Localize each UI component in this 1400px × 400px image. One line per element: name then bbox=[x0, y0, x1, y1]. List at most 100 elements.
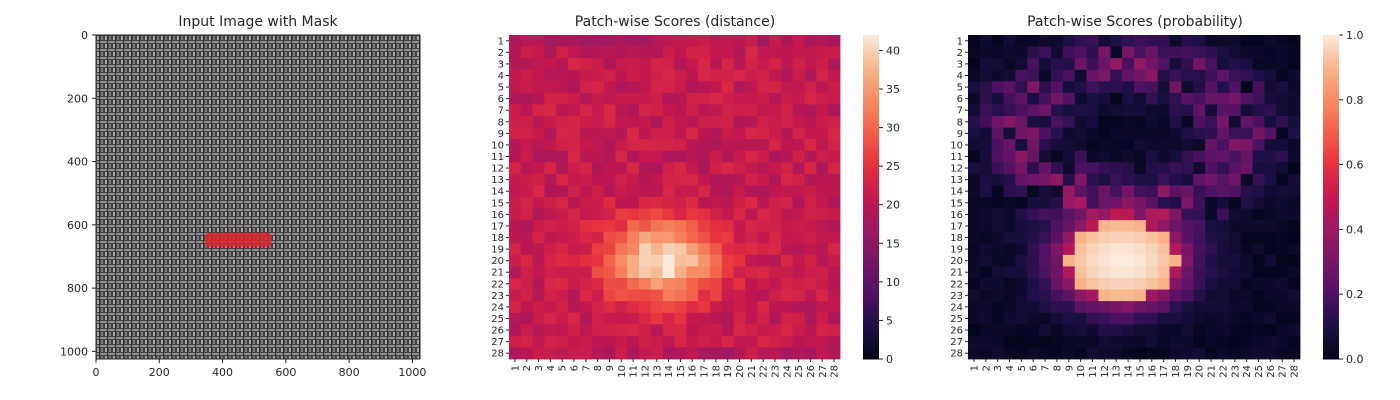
heatmap-cell bbox=[532, 278, 545, 290]
colorbar-segment bbox=[1323, 336, 1339, 341]
heatmap-cell bbox=[603, 220, 616, 233]
heatmap-cell bbox=[627, 173, 640, 186]
heatmap-cell bbox=[780, 254, 794, 267]
heatmap-cell bbox=[1003, 92, 1016, 105]
heatmap-cell bbox=[544, 278, 557, 290]
col-tick-label: 24 bbox=[782, 365, 793, 378]
heatmap-cell bbox=[816, 278, 829, 290]
heatmap-cell bbox=[591, 278, 604, 290]
heatmap-cell bbox=[1051, 116, 1064, 128]
heatmap-cell bbox=[698, 231, 711, 244]
heatmap-cell bbox=[1193, 220, 1206, 233]
heatmap-cell bbox=[1086, 278, 1099, 290]
heatmap-cell bbox=[520, 231, 534, 244]
heatmap-cell bbox=[650, 35, 664, 47]
heatmap-cell bbox=[1145, 347, 1159, 360]
heatmap-cell bbox=[1134, 81, 1147, 94]
heatmap-cell bbox=[733, 278, 746, 290]
heatmap-cell bbox=[650, 81, 664, 94]
heatmap-cell bbox=[792, 231, 805, 244]
row-tick-label: 21 bbox=[950, 268, 963, 279]
colorbar-segment bbox=[863, 67, 879, 72]
heatmap-cell bbox=[591, 185, 604, 198]
heatmap-cell bbox=[509, 289, 522, 302]
colorbar-segment bbox=[863, 339, 879, 344]
heatmap-cell bbox=[1228, 266, 1242, 279]
heatmap-cell bbox=[579, 69, 593, 82]
heatmap-cell bbox=[579, 266, 593, 279]
row-tick-label: 3 bbox=[957, 59, 963, 70]
colorbar-segment bbox=[1323, 154, 1339, 159]
heatmap-cell bbox=[816, 254, 829, 267]
heatmap-cell bbox=[1098, 347, 1111, 360]
heatmap-cell bbox=[1062, 58, 1076, 71]
colorbar-segment bbox=[1323, 96, 1339, 101]
heatmap-cell bbox=[556, 185, 569, 198]
colorbar-segment bbox=[1323, 135, 1339, 140]
heatmap-cell bbox=[709, 231, 723, 244]
heatmap-cell bbox=[674, 266, 687, 279]
colorbar-segment bbox=[1323, 245, 1339, 250]
heatmap-cell bbox=[532, 243, 545, 256]
heatmap-cell bbox=[745, 173, 758, 186]
heatmap-cell bbox=[544, 324, 557, 337]
heatmap-cell bbox=[1074, 347, 1087, 360]
heatmap-cell bbox=[1051, 127, 1064, 140]
colorbar-segment bbox=[1323, 90, 1339, 94]
heatmap-cell bbox=[757, 46, 770, 59]
heatmap-cell bbox=[568, 92, 581, 105]
heatmap-cell bbox=[544, 289, 557, 302]
col-tick-label: 23 bbox=[770, 365, 781, 378]
heatmap-cell bbox=[1276, 58, 1289, 71]
heatmap-cell bbox=[1086, 347, 1099, 360]
colorbar-segment bbox=[863, 125, 879, 130]
heatmap-cell bbox=[650, 220, 664, 233]
heatmap-cell bbox=[709, 335, 723, 348]
heatmap-cell bbox=[757, 150, 770, 163]
heatmap-cell bbox=[1252, 208, 1265, 221]
heatmap-cell bbox=[1027, 173, 1040, 186]
heatmap-cell bbox=[544, 335, 557, 348]
heatmap-cell bbox=[650, 335, 664, 348]
heatmap-cell bbox=[556, 69, 569, 82]
heatmap-cell bbox=[757, 347, 770, 360]
heatmap-cell bbox=[698, 127, 711, 140]
heatmap-cell bbox=[1098, 150, 1111, 163]
colorbar-segment bbox=[863, 222, 879, 227]
heatmap-cell bbox=[1205, 104, 1218, 117]
heatmap-cell bbox=[1003, 266, 1016, 279]
heatmap-cell bbox=[627, 35, 640, 47]
heatmap-cell bbox=[1193, 69, 1206, 82]
heatmap-cell bbox=[757, 335, 770, 348]
colorbar-segment bbox=[863, 229, 879, 234]
heatmap-cell bbox=[1169, 301, 1182, 314]
heatmap-cell bbox=[1003, 231, 1016, 244]
heatmap-cell bbox=[1217, 127, 1230, 140]
heatmap-cell bbox=[1157, 312, 1170, 325]
heatmap-cell bbox=[1181, 197, 1194, 209]
heatmap-cell bbox=[780, 92, 794, 105]
colorbar-segment bbox=[863, 294, 879, 298]
heatmap-cell bbox=[568, 104, 581, 117]
heatmap-cell bbox=[1228, 92, 1242, 105]
heatmap-cell bbox=[1122, 35, 1135, 47]
heatmap-cell bbox=[1074, 92, 1087, 105]
heatmap-cell bbox=[544, 92, 557, 105]
heatmap-cell bbox=[828, 324, 841, 337]
heatmap-cell bbox=[1027, 162, 1040, 175]
heatmap-cell bbox=[568, 116, 581, 128]
col-tick-label: 7 bbox=[1041, 365, 1052, 371]
heatmap-cell bbox=[1134, 208, 1147, 221]
heatmap-cell bbox=[639, 185, 652, 198]
heatmap-cell bbox=[627, 185, 640, 198]
col-tick-label: 19 bbox=[1183, 365, 1194, 378]
heatmap-cell bbox=[769, 185, 782, 198]
heatmap-cell bbox=[1039, 69, 1052, 82]
heatmap-cell bbox=[509, 266, 522, 279]
colorbar-segment bbox=[863, 313, 879, 318]
heatmap-cell bbox=[1062, 139, 1076, 152]
col-tick-label: 15 bbox=[1135, 365, 1146, 378]
colorbar-segment bbox=[1323, 203, 1339, 208]
heatmap-cell bbox=[1288, 220, 1301, 233]
heatmap-cell bbox=[1169, 150, 1182, 163]
